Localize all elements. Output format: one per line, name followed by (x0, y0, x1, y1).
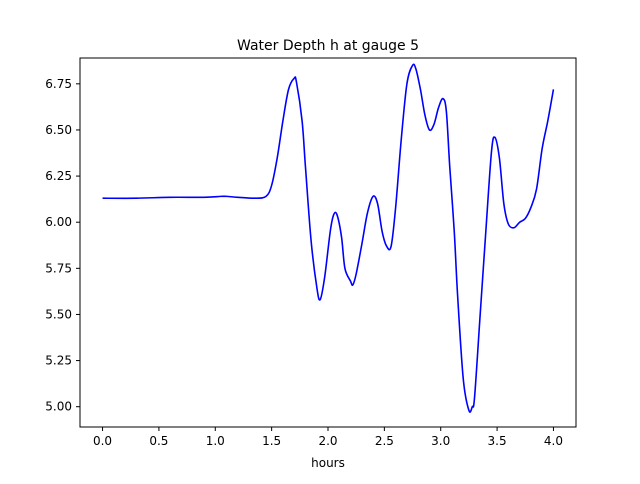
y-tick-label: 6.25 (45, 169, 72, 183)
series-line-0 (102, 63, 555, 413)
y-tick-label: 6.50 (45, 123, 72, 137)
x-tick-label: 2.0 (318, 434, 337, 448)
x-tick-label: 3.5 (488, 434, 507, 448)
x-axis: 0.0 0.5 1.0 1.5 2.0 2.5 3.0 3.5 4.0 (93, 427, 563, 448)
x-tick-label: 4.0 (544, 434, 563, 448)
x-axis-label: hours (311, 456, 345, 470)
y-tick-label: 5.50 (45, 307, 72, 321)
x-tick-label: 2.5 (375, 434, 394, 448)
x-tick-label: 0.5 (149, 434, 168, 448)
y-tick-label: 6.00 (45, 215, 72, 229)
x-tick-label: 3.0 (431, 434, 450, 448)
y-axis: 5.00 5.25 5.50 5.75 6.00 6.25 6.50 6.75 (45, 77, 80, 414)
y-tick-label: 5.00 (45, 400, 72, 414)
x-tick-label: 0.0 (93, 434, 112, 448)
y-tick-label: 5.75 (45, 261, 72, 275)
y-tick-label: 6.75 (45, 77, 72, 91)
x-tick-label: 1.5 (262, 434, 281, 448)
y-tick-label: 5.25 (45, 354, 72, 368)
plot-area (102, 63, 555, 413)
x-tick-label: 1.0 (206, 434, 225, 448)
chart-title: Water Depth h at gauge 5 (237, 38, 419, 54)
